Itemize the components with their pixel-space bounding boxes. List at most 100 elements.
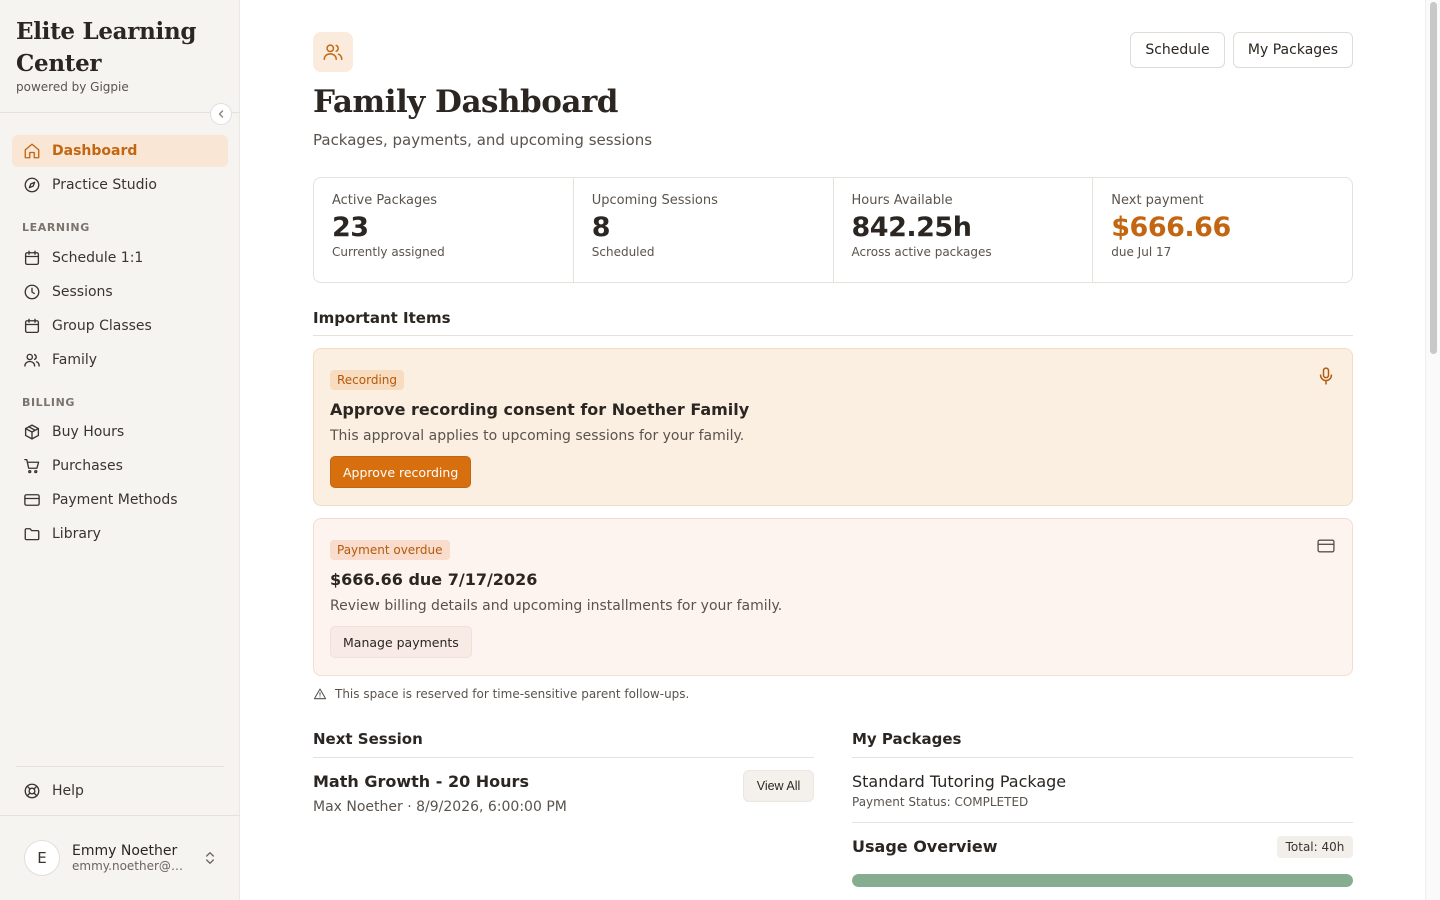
scrollbar[interactable] bbox=[1425, 0, 1440, 900]
schedule-button[interactable]: Schedule bbox=[1130, 32, 1225, 68]
stat-upcoming-sessions: Upcoming Sessions 8 Scheduled bbox=[574, 178, 834, 282]
divider bbox=[16, 766, 224, 767]
stat-value: $666.66 bbox=[1111, 212, 1231, 243]
reserved-note: This space is reserved for time-sensitiv… bbox=[313, 687, 689, 701]
calendar-icon bbox=[22, 316, 42, 336]
usage-progress-bar bbox=[852, 874, 1353, 887]
recording-tag: Recording bbox=[330, 370, 405, 390]
recording-consent-alert: Recording Approve recording consent for … bbox=[313, 348, 1353, 506]
divider bbox=[0, 815, 240, 816]
alert-title: Approve recording consent for Noether Fa… bbox=[330, 400, 750, 419]
scrollbar-thumb[interactable] bbox=[1430, 2, 1437, 354]
page-title: Family Dashboard bbox=[313, 84, 618, 120]
alert-description: Review billing details and upcoming inst… bbox=[330, 598, 783, 614]
important-items-heading: Important Items bbox=[313, 309, 451, 327]
sidebar-item-label: Purchases bbox=[52, 458, 123, 474]
my-packages-heading: My Packages bbox=[852, 730, 962, 748]
approve-recording-button[interactable]: Approve recording bbox=[330, 456, 472, 488]
avatar: E bbox=[24, 840, 60, 876]
stat-value: 8 bbox=[591, 212, 611, 243]
stat-active-packages: Active Packages 23 Currently assigned bbox=[314, 178, 574, 282]
stats-summary: Active Packages 23 Currently assigned Up… bbox=[313, 177, 1353, 283]
sidebar-item-label: Schedule 1:1 bbox=[52, 250, 144, 266]
stat-next-payment: Next payment $666.66 due Jul 17 bbox=[1093, 178, 1352, 282]
alert-title: $666.66 due 7/17/2026 bbox=[330, 570, 538, 589]
sidebar-item-label: Practice Studio bbox=[52, 177, 157, 193]
brand-title: Elite Learning Center bbox=[16, 18, 197, 77]
sidebar-item-label: Family bbox=[52, 352, 98, 368]
usage-overview-title: Usage Overview bbox=[852, 837, 998, 856]
manage-payments-button[interactable]: Manage payments bbox=[330, 626, 472, 658]
stat-note: Across active packages bbox=[851, 245, 992, 259]
folder-icon bbox=[22, 524, 42, 544]
sidebar-item-label: Help bbox=[52, 783, 84, 799]
clock-icon bbox=[22, 282, 42, 302]
divider bbox=[0, 112, 240, 113]
sidebar-item-purchases[interactable]: Purchases bbox=[12, 450, 228, 482]
cart-icon bbox=[22, 456, 42, 476]
stat-label: Active Packages bbox=[332, 193, 438, 208]
package-icon bbox=[22, 422, 42, 442]
users-icon bbox=[313, 32, 353, 72]
sidebar-item-practice-studio[interactable]: Practice Studio bbox=[12, 169, 228, 201]
package-status: Payment Status: COMPLETED bbox=[852, 795, 1029, 809]
lifebuoy-icon bbox=[22, 781, 42, 801]
stat-note: Scheduled bbox=[591, 245, 655, 259]
package-name: Standard Tutoring Package bbox=[852, 772, 1067, 791]
nav-section-billing: BILLING bbox=[22, 396, 76, 409]
next-session-heading: Next Session bbox=[313, 730, 423, 748]
credit-card-icon bbox=[1316, 536, 1336, 560]
user-name: Emmy Noether bbox=[72, 843, 178, 859]
sidebar-item-label: Sessions bbox=[52, 284, 113, 300]
usage-total-badge: Total: 40h bbox=[1277, 836, 1353, 858]
chevron-up-down-icon bbox=[202, 850, 218, 866]
payment-overdue-tag: Payment overdue bbox=[330, 540, 450, 560]
divider bbox=[852, 757, 1353, 758]
sidebar-item-group-classes[interactable]: Group Classes bbox=[12, 310, 228, 342]
alert-description: This approval applies to upcoming sessio… bbox=[330, 428, 745, 444]
sidebar-item-buy-hours[interactable]: Buy Hours bbox=[12, 416, 228, 448]
chevron-left-icon bbox=[218, 110, 224, 118]
main-content: Schedule My Packages Family Dashboard Pa… bbox=[240, 0, 1425, 900]
sidebar-item-help[interactable]: Help bbox=[12, 775, 228, 807]
stat-label: Upcoming Sessions bbox=[591, 193, 718, 208]
brand-subtitle: powered by Gigpie bbox=[16, 80, 129, 94]
session-name: Math Growth - 20 Hours bbox=[313, 772, 529, 791]
stat-value: 842.25h bbox=[851, 212, 972, 243]
divider bbox=[313, 335, 1353, 336]
sidebar-item-label: Library bbox=[52, 526, 101, 542]
credit-card-icon bbox=[22, 490, 42, 510]
sidebar-item-label: Buy Hours bbox=[52, 424, 125, 440]
payment-overdue-alert: Payment overdue $666.66 due 7/17/2026 Re… bbox=[313, 518, 1353, 676]
calendar-icon bbox=[22, 248, 42, 268]
stat-note: Currently assigned bbox=[332, 245, 445, 259]
session-meta: Max Noether · 8/9/2026, 6:00:00 PM bbox=[313, 799, 567, 815]
stat-note: due Jul 17 bbox=[1111, 245, 1172, 259]
usage-progress-fill bbox=[852, 874, 1353, 887]
sidebar-item-family[interactable]: Family bbox=[12, 344, 228, 376]
collapse-sidebar-button[interactable] bbox=[210, 103, 232, 125]
sidebar-item-sessions[interactable]: Sessions bbox=[12, 276, 228, 308]
sidebar-item-label: Payment Methods bbox=[52, 492, 178, 508]
microphone-icon bbox=[1316, 366, 1336, 390]
users-icon bbox=[22, 350, 42, 370]
view-all-button[interactable]: View All bbox=[743, 770, 814, 802]
sidebar-item-payment-methods[interactable]: Payment Methods bbox=[12, 484, 228, 516]
my-packages-button[interactable]: My Packages bbox=[1233, 32, 1353, 68]
user-menu[interactable]: E Emmy Noether emmy.noether@ex... bbox=[24, 838, 224, 878]
user-email: emmy.noether@ex... bbox=[72, 859, 188, 873]
reserved-note-text: This space is reserved for time-sensitiv… bbox=[335, 687, 690, 701]
stat-label: Next payment bbox=[1111, 193, 1204, 208]
divider bbox=[852, 822, 1353, 823]
compass-icon bbox=[22, 175, 42, 195]
warning-icon bbox=[313, 688, 327, 700]
nav-section-learning: LEARNING bbox=[22, 221, 90, 234]
sidebar-item-schedule[interactable]: Schedule 1:1 bbox=[12, 242, 228, 274]
stat-hours-available: Hours Available 842.25h Across active pa… bbox=[834, 178, 1094, 282]
divider bbox=[313, 757, 814, 758]
sidebar-item-library[interactable]: Library bbox=[12, 518, 228, 550]
sidebar-item-label: Group Classes bbox=[52, 318, 152, 334]
page-subtitle: Packages, payments, and upcoming session… bbox=[313, 131, 653, 149]
stat-value: 23 bbox=[332, 212, 369, 243]
sidebar-item-dashboard[interactable]: Dashboard bbox=[12, 135, 228, 167]
